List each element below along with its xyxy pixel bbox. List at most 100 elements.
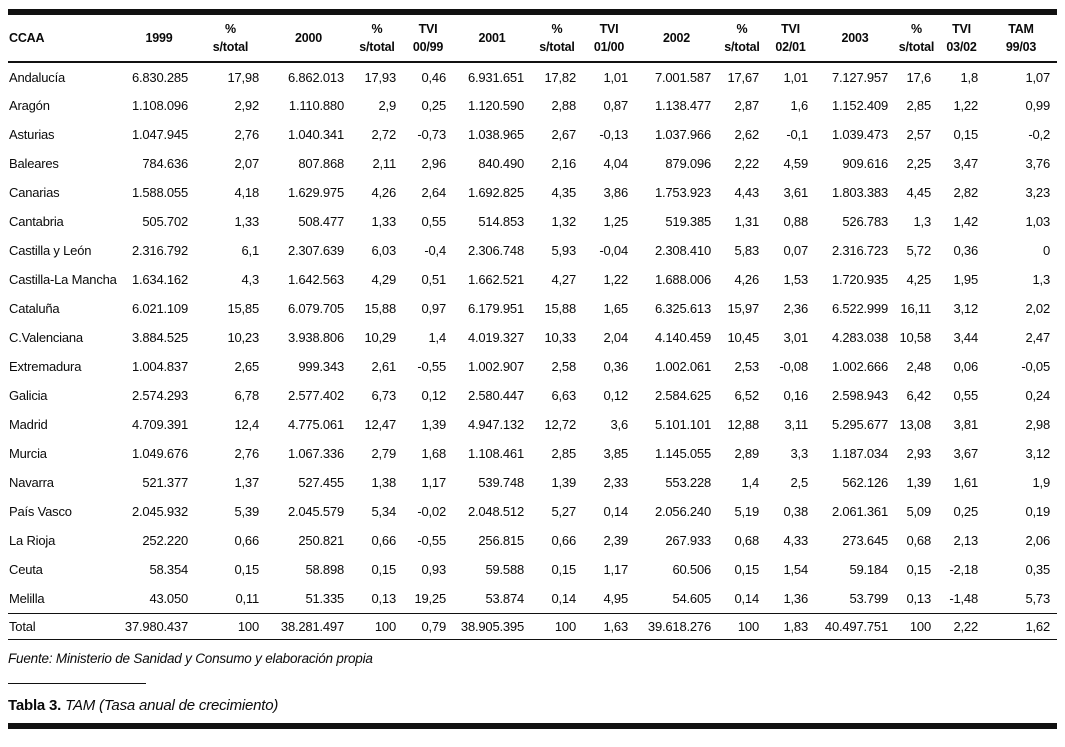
cell: 4,27 [551,272,576,287]
cell: 909.616 [842,156,888,171]
cell: 2.580.447 [467,388,524,403]
cell: 784.636 [142,156,188,171]
cell: 4,33 [783,533,808,548]
cell: 1.110.880 [288,98,344,113]
cell: 0,35 [1025,562,1050,577]
cell: 10,23 [227,330,259,345]
total-label: Total [9,618,36,634]
cell: 1.145.055 [654,446,711,461]
cell: 0,06 [953,359,978,374]
top-rule [8,9,1057,15]
cell: 3,86 [603,185,628,200]
cell: 2,96 [421,156,446,171]
cell: -0,4 [424,243,446,258]
cell: 1.152.409 [831,98,888,113]
cell: 5,19 [734,504,759,519]
column-header-line1: % [736,21,748,36]
column-header-line2: s/total [898,40,935,54]
column-header-line2: 02/01 [775,40,806,54]
cell: 0,15 [551,562,576,577]
cell: 0,68 [906,533,931,548]
cell: 6.862.013 [287,69,344,85]
cell: 1,54 [783,562,808,577]
column-header: 2003 [815,15,895,62]
cell: 7.001.587 [654,69,711,85]
cell: 256.815 [478,533,524,548]
cell: 1,61 [953,475,978,490]
cell: -0,55 [417,533,446,548]
cell: 1.642.563 [287,272,344,287]
cell: 2,85 [551,446,576,461]
cell: 1,6 [790,98,809,113]
cell: -0,2 [1028,127,1050,142]
cell: 0,97 [421,301,446,316]
region-name: Navarra [9,475,54,490]
region-name: La Rioja [9,533,56,548]
column-header-line2: 03/02 [946,40,977,54]
cell: 1.634.162 [131,272,188,287]
cell: 6.830.285 [131,69,188,85]
cell: 17,93 [364,69,396,85]
total-body: Total 37.980.437 100 38.281.497 100 0,79 38.90… [8,613,1057,639]
cell: 58.898 [305,562,344,577]
cell: 2.307.639 [287,243,344,258]
cell: 5,73 [1025,590,1050,606]
cell: 2.045.579 [287,504,344,519]
cell: 0,55 [421,214,446,229]
cell: 1,33 [234,214,259,229]
cell: 1,68 [421,446,446,461]
table-row: Cataluña 6.021.109 15,85 6.079.705 15,88 0,97… [8,294,1057,323]
table-row: Madrid 4.709.391 12,4 4.775.061 12,47 1,39 4.9… [8,410,1057,439]
column-header-line1: % [911,21,922,36]
table-row: Castilla y León 2.316.792 6,1 2.307.639 6,03… [8,236,1057,265]
column-header: 2002 [635,15,718,62]
total-cell: 100 [237,618,259,634]
region-name: Aragón [9,98,50,113]
cell: 0,55 [953,388,978,403]
cell: 0,15 [234,562,259,577]
cell: 2,47 [1025,330,1050,345]
bottom-rule [8,722,1057,729]
cell: 0,46 [421,69,446,85]
cell: 43.050 [149,590,188,606]
column-header-line1: % [225,21,236,36]
table-caption: Tabla 3. TAM (Tasa anual de crecimiento) [8,697,1057,714]
cell: 2,65 [234,359,259,374]
cell: 2.045.932 [131,504,188,519]
cell: 519.385 [665,214,711,229]
cell: 15,88 [544,301,576,316]
column-header: % s/total [531,15,583,62]
total-cell: 38.281.497 [280,618,344,634]
table-row: Navarra 521.377 1,37 527.455 1,38 1,17 539.748… [8,468,1057,497]
cell: 0,51 [421,272,446,287]
total-cell: 100 [909,618,931,634]
cell: 5,83 [734,243,759,258]
cell: 4.709.391 [131,417,188,432]
cell: 5.101.101 [654,417,711,432]
cell: 505.702 [142,214,188,229]
cell: 0,66 [371,533,396,548]
cell: 6,1 [241,243,260,258]
cell: 0,15 [953,127,978,142]
cell: 3,23 [1025,185,1050,200]
cell: 2,88 [551,98,576,113]
cell: 0,24 [1025,388,1050,403]
cell: 0,25 [421,98,446,113]
cell: 10,29 [364,330,396,345]
cell: 2,13 [953,533,978,548]
cell: 1,39 [421,417,446,432]
cell: 5,09 [906,504,931,519]
caption-label: Tabla 3. [8,696,62,714]
cell: 0,11 [235,590,259,606]
cell: -0,05 [1021,359,1050,374]
column-header: 2000 [266,15,351,62]
column-header-line1: 2000 [294,30,322,45]
cell: 4,04 [603,156,628,171]
cell: 1,4 [428,330,447,345]
cell: 3,85 [603,446,628,461]
cell: 2,98 [1025,417,1050,432]
cell: 1,36 [783,590,808,606]
cell: 252.220 [142,533,188,548]
cell: 2.048.512 [467,504,524,519]
cell: 54.605 [672,590,711,606]
